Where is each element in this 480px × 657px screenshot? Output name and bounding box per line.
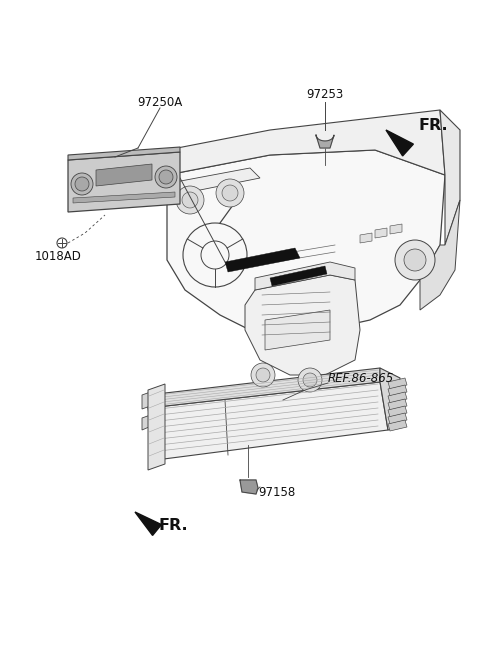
Text: 97253: 97253	[306, 89, 344, 101]
Polygon shape	[388, 406, 407, 417]
Polygon shape	[360, 233, 372, 243]
Polygon shape	[96, 164, 152, 186]
Polygon shape	[170, 168, 260, 195]
Polygon shape	[68, 147, 180, 160]
Polygon shape	[167, 150, 445, 335]
Text: FR.: FR.	[418, 118, 448, 133]
Circle shape	[404, 249, 426, 271]
Polygon shape	[388, 385, 407, 396]
Polygon shape	[375, 228, 387, 238]
Polygon shape	[380, 368, 400, 430]
Text: 97158: 97158	[258, 486, 295, 499]
Text: 1018AD: 1018AD	[35, 250, 82, 263]
Circle shape	[182, 192, 198, 208]
Polygon shape	[388, 378, 407, 389]
Polygon shape	[68, 152, 180, 212]
Polygon shape	[245, 275, 360, 375]
Polygon shape	[265, 310, 330, 350]
Circle shape	[251, 363, 275, 387]
Polygon shape	[142, 413, 156, 430]
Polygon shape	[440, 110, 460, 245]
Polygon shape	[388, 392, 407, 403]
Polygon shape	[240, 480, 258, 494]
Circle shape	[176, 186, 204, 214]
Circle shape	[222, 185, 238, 201]
Polygon shape	[135, 512, 161, 535]
Text: REF.86-865: REF.86-865	[328, 371, 394, 384]
Circle shape	[298, 368, 322, 392]
Polygon shape	[225, 248, 300, 272]
Circle shape	[159, 170, 173, 184]
Polygon shape	[420, 200, 460, 310]
Text: FR.: FR.	[158, 518, 188, 533]
Polygon shape	[390, 224, 402, 234]
Polygon shape	[148, 382, 388, 460]
Circle shape	[395, 240, 435, 280]
Polygon shape	[148, 368, 380, 408]
Polygon shape	[73, 192, 175, 203]
Circle shape	[303, 373, 317, 387]
Polygon shape	[255, 262, 355, 290]
Polygon shape	[167, 110, 445, 175]
Circle shape	[256, 368, 270, 382]
Polygon shape	[316, 135, 334, 148]
Polygon shape	[270, 266, 327, 286]
Polygon shape	[388, 413, 407, 424]
Polygon shape	[388, 420, 407, 431]
Circle shape	[155, 166, 177, 188]
Polygon shape	[148, 384, 165, 470]
Polygon shape	[142, 390, 156, 409]
Text: 97250A: 97250A	[137, 95, 182, 108]
Circle shape	[216, 179, 244, 207]
Circle shape	[71, 173, 93, 195]
Circle shape	[75, 177, 89, 191]
Polygon shape	[388, 399, 407, 410]
Polygon shape	[386, 130, 413, 156]
